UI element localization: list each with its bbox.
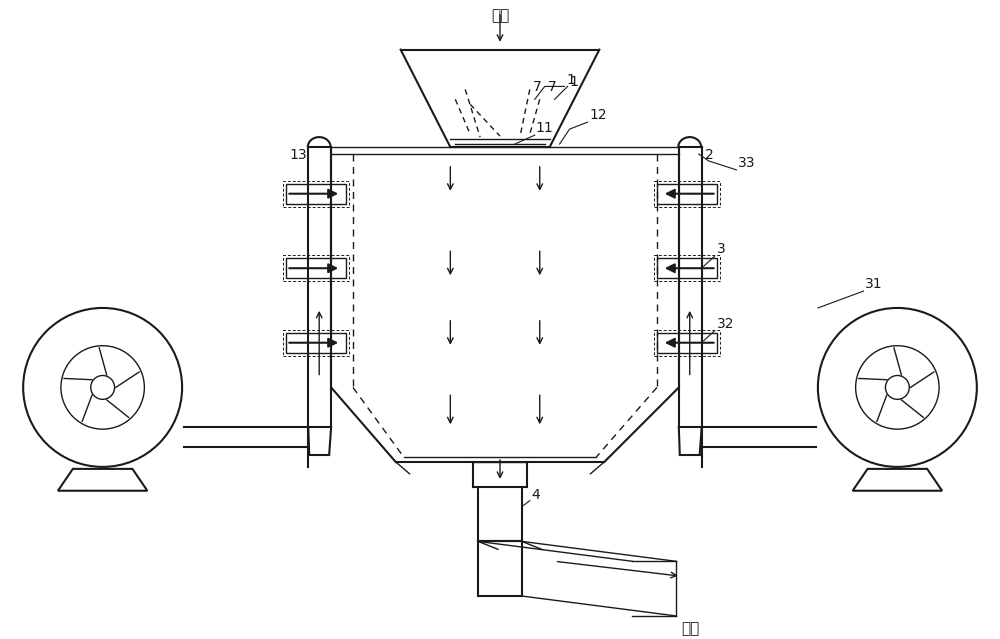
Text: 33: 33 [738,156,756,170]
Bar [654,181,720,206]
Bar [654,330,720,356]
Bar [283,330,349,356]
Text: 1: 1 [567,73,575,88]
Text: 进料: 进料 [491,8,509,23]
Text: 7: 7 [548,81,556,95]
Text: 7: 7 [533,81,542,95]
Text: 1: 1 [570,75,578,89]
Text: 32: 32 [717,317,734,331]
Bar [657,258,717,278]
Bar [657,333,717,353]
Text: 出料: 出料 [681,621,699,636]
Bar [283,256,349,281]
Bar [657,184,717,204]
Text: 2: 2 [705,148,713,162]
Bar [654,256,720,281]
Bar [283,181,349,206]
Text: 31: 31 [865,277,882,291]
Bar [286,333,346,353]
Text: 4: 4 [532,488,541,502]
Bar [286,258,346,278]
Text: 13: 13 [289,148,307,162]
Text: 3: 3 [717,242,725,256]
Bar [286,184,346,204]
Text: 11: 11 [536,121,554,135]
Text: 12: 12 [589,108,607,122]
